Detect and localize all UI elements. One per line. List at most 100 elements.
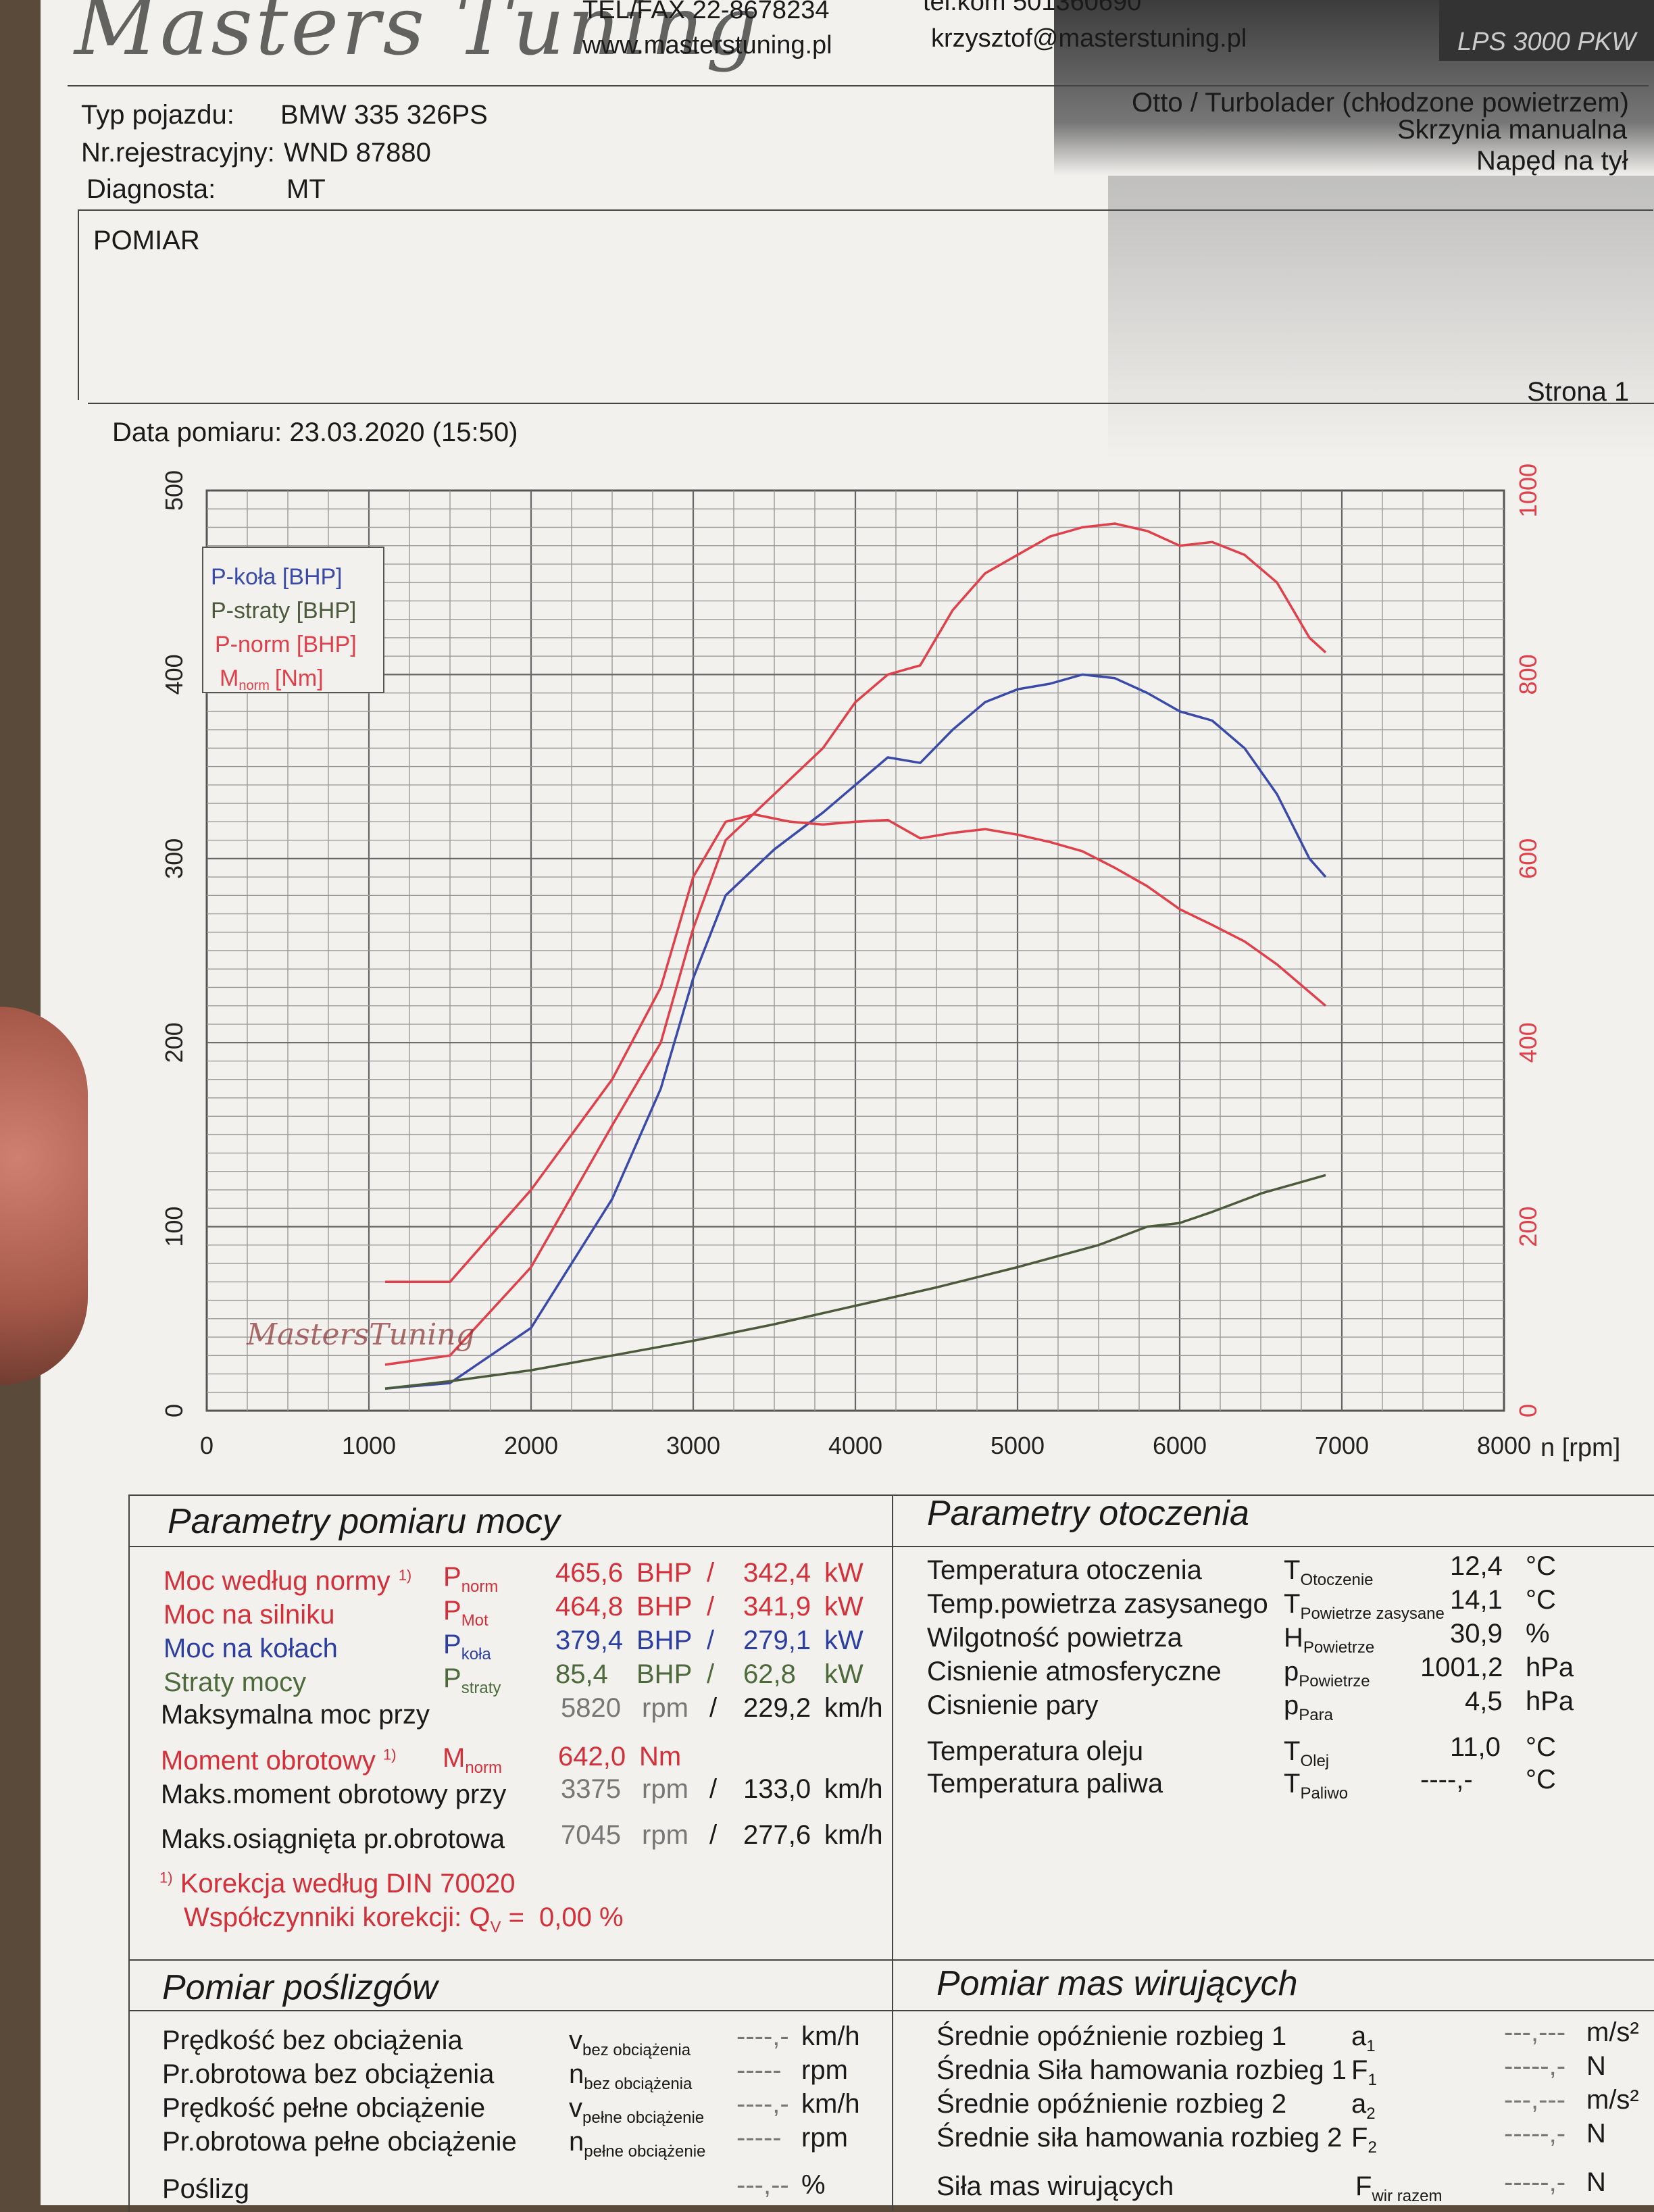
- max-rpm-unit: rpm: [642, 1820, 688, 1850]
- slip-row-unit: rpm: [801, 2123, 848, 2153]
- torque-unit: Nm: [639, 1742, 682, 1771]
- power-params-title: Parametry pomiaru mocy: [168, 1502, 560, 1541]
- env-row-value: 4,5: [1465, 1686, 1503, 1716]
- power-row-bhp-unit: BHP: [636, 1558, 693, 1588]
- power-row-bhp: 464,8: [555, 1592, 624, 1622]
- env-row-label: Temperatura otoczenia: [927, 1555, 1202, 1585]
- legend-box: [202, 547, 384, 693]
- measure-date: Data pomiaru: 23.03.2020 (15:50): [112, 418, 518, 447]
- slip-row-unit: rpm: [801, 2055, 848, 2085]
- power-row-bhp: 379,4: [555, 1626, 624, 1655]
- power-row-kw: 279,1: [743, 1626, 811, 1655]
- rotating-row-label: Średnie siła hamowania rozbieg 2: [936, 2123, 1343, 2153]
- env-row-symbol: HPowietrze: [1284, 1623, 1375, 1657]
- power-row-symbol: Pkoła: [443, 1630, 491, 1663]
- gearbox-type: Skrzynia manualna: [1397, 115, 1628, 145]
- legend-pkola: P-koła [BHP]: [211, 564, 343, 590]
- max-torque-speed-unit: km/h: [824, 1774, 883, 1804]
- y-left-tick-label: 100: [160, 1207, 188, 1247]
- max-power-slash: /: [709, 1693, 718, 1723]
- env-row-unit: hPa: [1526, 1653, 1574, 1682]
- x-tick-label: 6000: [1153, 1432, 1207, 1459]
- rotating-row-unit: N: [1586, 2167, 1606, 2197]
- legend-pstraty: P-straty [BHP]: [211, 598, 356, 624]
- slip-row-label: Poślizg: [162, 2174, 249, 2204]
- rotating-row-label: Siła mas wirujących: [936, 2171, 1174, 2201]
- dyno-chart: 0 1000 2000 3000 4000 5000 6000 7000 80000100200…: [160, 463, 1620, 1462]
- slip-row-label: Prędkość bez obciążenia: [162, 2026, 463, 2055]
- power-row-kw: 62,8: [743, 1659, 796, 1689]
- company-logo: Masters Tuning: [74, 0, 761, 74]
- series-line-1: [384, 1174, 1326, 1390]
- max-rpm-slash: /: [709, 1820, 718, 1850]
- env-row-label: Temperatura oleju: [927, 1736, 1144, 1766]
- rotating-row-value: ---,---: [1504, 2017, 1566, 2047]
- rotating-row-label: Średnie opóźnienie rozbieg 2: [936, 2089, 1287, 2119]
- power-row-symbol: PMot: [443, 1596, 488, 1630]
- slip-row-symbol: vbez obciążenia: [569, 2026, 691, 2059]
- phone-fax: TEL/FAX 22-8678234: [582, 0, 830, 24]
- env-row-unit: °C: [1526, 1585, 1556, 1615]
- y-right-tick-label: 1000: [1514, 463, 1542, 518]
- rotating-row-symbol: F2: [1351, 2123, 1377, 2157]
- chart-watermark-logo: MastersTuning: [246, 1317, 475, 1352]
- slip-row-label: Prędkość pełne obciążenie: [162, 2093, 486, 2123]
- dyno-model-badge: LPS 3000 PKW: [1439, 0, 1654, 61]
- x-tick-label: 5000: [991, 1432, 1045, 1459]
- rotating-row-symbol: F1: [1351, 2055, 1377, 2089]
- rotating-row-symbol: Fwir razem: [1355, 2171, 1443, 2205]
- slip-header-divider: [128, 2010, 1654, 2011]
- correction-coefficient: Współczynniki korekcji: QV =: [184, 1903, 524, 1936]
- slip-row-value: ---,--: [736, 2170, 789, 2200]
- rotating-row-symbol: a1: [1351, 2021, 1376, 2055]
- vehicle-type-label: Typ pojazdu:: [81, 100, 234, 130]
- chart-ticks: 0 1000 2000 3000 4000 5000 6000 7000 80000100200…: [160, 463, 1542, 1459]
- power-row-kw-unit: kW: [824, 1626, 863, 1655]
- y-left-tick-label: 400: [160, 654, 188, 695]
- chart-grid: [205, 489, 1505, 1412]
- max-rpm-speed-unit: km/h: [824, 1820, 883, 1850]
- power-row-label: Moc według normy 1): [164, 1566, 412, 1596]
- max-torque-label: Maks.moment obrotowy przy: [161, 1780, 507, 1809]
- env-row-value: 30,9: [1450, 1619, 1503, 1649]
- env-row-value: 1001,2: [1420, 1653, 1503, 1682]
- env-row-symbol: TPaliwo: [1284, 1769, 1349, 1803]
- power-row-symbol: Pnorm: [443, 1562, 499, 1596]
- y-right-tick-label: 800: [1514, 654, 1542, 695]
- series-line-0: [384, 673, 1327, 1390]
- chart-legend: P-koła [BHP] P-straty [BHP] P-norm [BHP]…: [202, 547, 384, 693]
- max-power-speed: 229,2: [743, 1693, 811, 1723]
- slip-row-unit: km/h: [801, 2021, 860, 2051]
- slip-row-label: Pr.obrotowa pełne obciążenie: [162, 2127, 517, 2157]
- max-power-rpm-unit: rpm: [642, 1693, 688, 1723]
- power-row-bhp-unit: BHP: [636, 1626, 693, 1655]
- date-divider: [88, 403, 1654, 404]
- slip-row-symbol: npełne obciążenie: [569, 2127, 706, 2161]
- power-row-slash: /: [707, 1626, 715, 1655]
- env-row-label: Wilgotność powietrza: [927, 1623, 1182, 1653]
- legend-pnorm: P-norm [BHP]: [215, 632, 357, 657]
- x-tick-label: 8000: [1477, 1432, 1531, 1459]
- diagnostician-value: MT: [286, 174, 326, 204]
- max-power-rpm: 5820: [561, 1693, 621, 1723]
- parameters-frame: [128, 1494, 1654, 2212]
- env-row-label: Temp.powietrza zasysanego: [927, 1589, 1268, 1619]
- y-left-tick-label: 0: [160, 1404, 188, 1417]
- env-row-value: 11,0: [1450, 1732, 1501, 1762]
- correction-note: 1) Korekcja według DIN 70020: [159, 1869, 516, 1899]
- rotating-row-value: ---,---: [1504, 2085, 1566, 2115]
- rotating-row-unit: m/s²: [1586, 2017, 1639, 2047]
- power-row-slash: /: [707, 1592, 715, 1622]
- measurement-frame: [78, 209, 1653, 400]
- y-right-tick-label: 600: [1514, 838, 1542, 879]
- env-row-symbol: TPowietrze zasysane: [1284, 1589, 1445, 1623]
- header-divider: [68, 85, 1649, 86]
- registration-label: Nr.rejestracyjny:: [81, 138, 275, 168]
- x-tick-label: 3000: [666, 1432, 720, 1459]
- y-right-tick-label: 0: [1514, 1404, 1542, 1417]
- power-row-kw: 341,9: [743, 1592, 811, 1622]
- page-number: Strona 1: [1527, 377, 1630, 407]
- max-power-label: Maksymalna moc przy: [161, 1700, 430, 1730]
- max-rpm-label: Maks.osiągnięta pr.obrotowa: [161, 1824, 505, 1854]
- mobile: tel.kom 501360690: [923, 0, 1142, 16]
